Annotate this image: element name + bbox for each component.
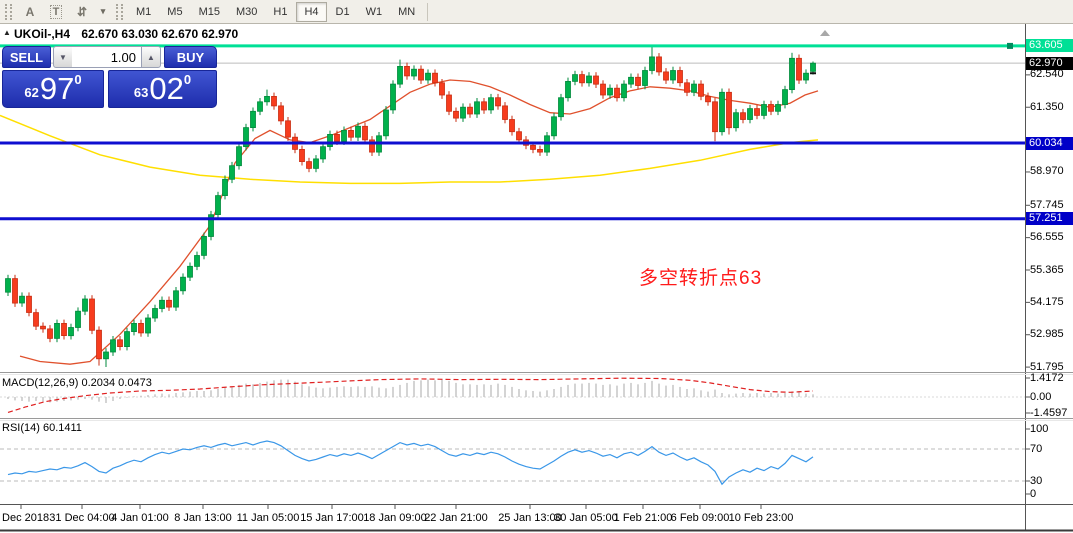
chart-shift-marker-icon[interactable]: [820, 30, 830, 36]
time-tick-label: 18 Jan 09:00: [363, 512, 427, 524]
price-tick-label: 57.745: [1030, 198, 1064, 211]
time-tick-label: 6 Feb 09:00: [670, 512, 730, 524]
drawing-tool-group: A T ⇵ ▾: [17, 2, 111, 21]
arrows-dropdown-icon[interactable]: ▾: [97, 2, 109, 21]
price-line-tag: 62.970: [1026, 56, 1073, 70]
volume-increase-button[interactable]: ▲: [141, 46, 161, 68]
volume-decrease-button[interactable]: ▼: [53, 46, 73, 68]
rsi-tick-label: 30: [1030, 474, 1043, 487]
ohlc-values: 62.670 63.030 62.670 62.970: [81, 27, 239, 41]
macd-tick-label: 0.00: [1030, 390, 1052, 403]
time-tick-label: 6 Dec 2018: [0, 512, 50, 524]
price-tick-label: 52.985: [1030, 328, 1064, 341]
buy-price-big: 02: [149, 71, 184, 106]
rsi-tick-label: 0: [1030, 487, 1037, 500]
spin-down-icon: ▼: [59, 52, 67, 62]
time-tick-label: 8 Jan 13:00: [174, 512, 232, 524]
arrows-dropdown-glyph: ▾: [100, 6, 106, 16]
timeframe-button-m30[interactable]: M30: [235, 5, 258, 18]
time-tick-label: 15 Jan 17:00: [300, 512, 364, 524]
toolbar: A T ⇵ ▾ M1 M5 M15 M30 H1 H4 D1 W1 MN: [0, 0, 1073, 24]
macd-tick-label: 1.4172: [1030, 371, 1064, 384]
buy-price-small: 63: [133, 85, 149, 100]
price-tick-label: 56.555: [1030, 231, 1064, 244]
sell-price-small: 62: [24, 85, 39, 100]
time-tick-label: 11 Jan 05:00: [236, 512, 300, 524]
arrows-tool-glyph: ⇵: [76, 4, 88, 19]
font-tool-glyph: A: [25, 4, 35, 19]
price-line-tag: 57.251: [1026, 212, 1073, 226]
symbol-name: UKOil-,H4: [14, 27, 71, 41]
text-label-tool-glyph: T: [49, 4, 63, 19]
sell-button[interactable]: SELL: [2, 46, 51, 68]
time-tick-label: 22 Jan 21:00: [424, 512, 488, 524]
macd-tick-label: -1.4597: [1030, 406, 1068, 419]
chart-title: UKOil-,H4 62.670 63.030 62.670 62.970: [14, 27, 238, 41]
toolbar-grip[interactable]: [116, 3, 123, 20]
rsi-tick-label: 100: [1030, 422, 1049, 435]
price-tick-label: 58.970: [1030, 165, 1064, 178]
timeframe-button-h1[interactable]: H1: [273, 5, 288, 18]
timeframe-button-m5[interactable]: M5: [167, 5, 183, 18]
price-tick-label: 51.795: [1030, 360, 1064, 373]
toolbar-separator: [427, 2, 429, 21]
timeframe-button-m15[interactable]: M15: [198, 5, 220, 18]
font-tool-icon[interactable]: A: [19, 2, 41, 21]
price-line-tag: 63.605: [1026, 39, 1073, 53]
price-line-tag: 60.034: [1026, 136, 1073, 150]
volume-input[interactable]: [72, 46, 141, 68]
price-tick-label: 55.365: [1030, 263, 1064, 276]
one-click-collapse-icon[interactable]: ▲: [3, 28, 11, 37]
sell-price-sup: 0: [74, 72, 82, 87]
rsi-indicator-label: RSI(14) 60.1411: [2, 422, 82, 434]
rsi-tick-label: 70: [1030, 442, 1043, 455]
spin-up-icon: ▲: [147, 52, 155, 62]
buy-price-sup: 0: [183, 72, 192, 87]
time-tick-label: 30 Jan 05:00: [554, 512, 618, 524]
timeframe-button-h4[interactable]: H4: [296, 1, 327, 22]
timeframe-button-w1[interactable]: W1: [365, 5, 383, 18]
time-tick-label: 25 Jan 13:00: [498, 512, 562, 524]
buy-price-box[interactable]: 63 02 0: [108, 70, 217, 108]
timeframe-button-mn[interactable]: MN: [398, 5, 416, 18]
time-tick-label: 31 Dec 04:00: [49, 512, 115, 524]
toolbar-grip[interactable]: [5, 3, 12, 20]
time-tick-label: 1 Feb 21:00: [613, 512, 673, 524]
time-tick-label: 4 Jan 01:00: [111, 512, 169, 524]
price-tick-label: 54.175: [1030, 295, 1064, 308]
timeframe-button-m1[interactable]: M1: [136, 5, 152, 18]
timeframe-button-d1[interactable]: D1: [335, 5, 350, 18]
macd-indicator-label: MACD(12,26,9) 0.2034 0.0473: [2, 377, 152, 389]
sell-price-box[interactable]: 62 97 0: [2, 70, 104, 108]
arrows-tool-icon[interactable]: ⇵: [71, 2, 93, 21]
price-tick-label: 62.540: [1030, 68, 1064, 81]
time-tick-label: 10 Feb 23:00: [728, 512, 794, 524]
price-tick-label: 61.350: [1030, 100, 1064, 113]
timeframe-group: M1 M5 M15 M30 H1 H4 D1 W1 MN: [128, 1, 423, 22]
chart-text-annotation: 多空转折点63: [639, 268, 763, 289]
sell-price-big: 97: [39, 71, 75, 106]
buy-button[interactable]: BUY: [164, 46, 217, 68]
text-label-tool-icon[interactable]: T: [45, 2, 67, 21]
